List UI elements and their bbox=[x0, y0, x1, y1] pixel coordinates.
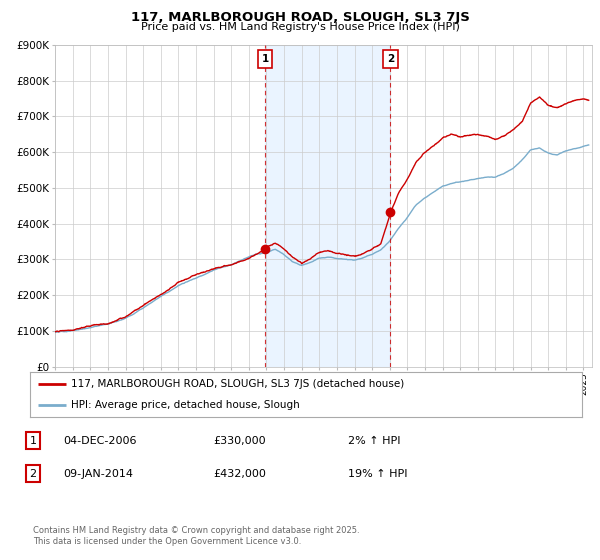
Text: 04-DEC-2006: 04-DEC-2006 bbox=[63, 436, 137, 446]
Text: 09-JAN-2014: 09-JAN-2014 bbox=[63, 469, 133, 479]
Text: 117, MARLBOROUGH ROAD, SLOUGH, SL3 7JS: 117, MARLBOROUGH ROAD, SLOUGH, SL3 7JS bbox=[131, 11, 469, 24]
Text: 19% ↑ HPI: 19% ↑ HPI bbox=[348, 469, 407, 479]
Text: HPI: Average price, detached house, Slough: HPI: Average price, detached house, Slou… bbox=[71, 400, 300, 410]
Text: 1: 1 bbox=[262, 54, 269, 64]
Text: 1: 1 bbox=[29, 436, 37, 446]
Text: 2: 2 bbox=[386, 54, 394, 64]
Text: 2% ↑ HPI: 2% ↑ HPI bbox=[348, 436, 401, 446]
Text: £330,000: £330,000 bbox=[213, 436, 266, 446]
Text: 117, MARLBOROUGH ROAD, SLOUGH, SL3 7JS (detached house): 117, MARLBOROUGH ROAD, SLOUGH, SL3 7JS (… bbox=[71, 380, 404, 390]
Text: Price paid vs. HM Land Registry's House Price Index (HPI): Price paid vs. HM Land Registry's House … bbox=[140, 22, 460, 32]
Bar bbox=[265, 45, 390, 367]
Text: £432,000: £432,000 bbox=[213, 469, 266, 479]
Text: Contains HM Land Registry data © Crown copyright and database right 2025.
This d: Contains HM Land Registry data © Crown c… bbox=[33, 526, 359, 546]
Text: 2: 2 bbox=[29, 469, 37, 479]
